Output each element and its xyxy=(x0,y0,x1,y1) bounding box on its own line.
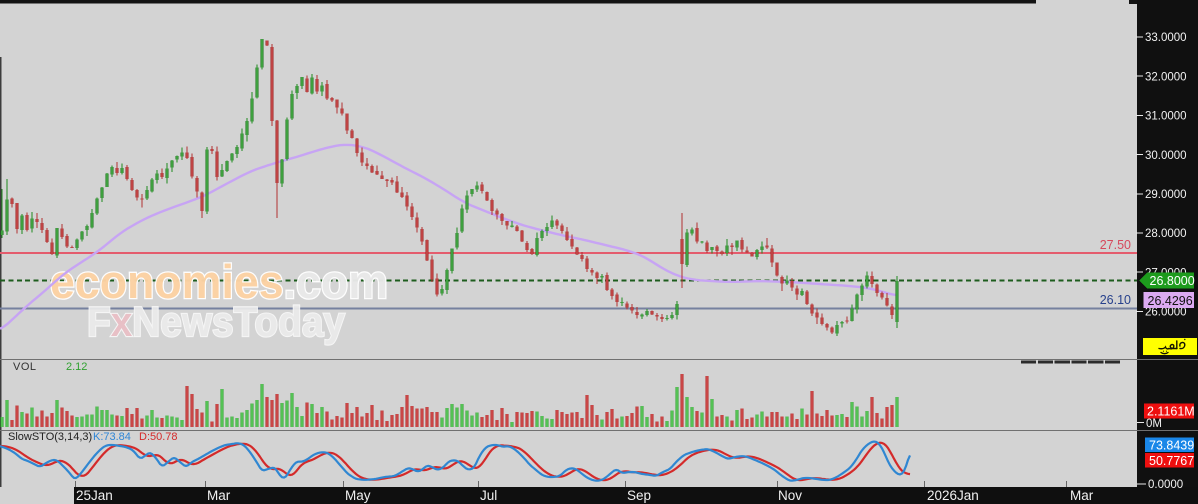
svg-text:27.50: 27.50 xyxy=(1100,238,1131,252)
svg-text:0.0000: 0.0000 xyxy=(1148,479,1183,491)
svg-text:26.4296: 26.4296 xyxy=(1148,294,1193,308)
svg-text:31.0000: 31.0000 xyxy=(1145,111,1187,123)
svg-text:30.0000: 30.0000 xyxy=(1145,150,1187,162)
svg-text:26.8000: 26.8000 xyxy=(1150,274,1195,288)
svg-text:Sep: Sep xyxy=(627,488,651,503)
svg-text:K:73.84: K:73.84 xyxy=(93,431,131,443)
svg-text:29.0000: 29.0000 xyxy=(1145,189,1187,201)
svg-text:33.0000: 33.0000 xyxy=(1145,32,1187,44)
svg-text:32.0000: 32.0000 xyxy=(1145,71,1187,83)
svg-text:50.7767: 50.7767 xyxy=(1149,454,1194,468)
svg-text:28.0000: 28.0000 xyxy=(1145,228,1187,240)
svg-text:2.12: 2.12 xyxy=(66,361,87,373)
svg-text:2.1161M: 2.1161M xyxy=(1147,405,1195,419)
svg-text:Mar: Mar xyxy=(1070,488,1094,503)
svg-text:2026Jan: 2026Jan xyxy=(927,488,979,503)
svg-text:SlowSTO(3,14,3): SlowSTO(3,14,3) xyxy=(8,431,92,443)
svg-text:25Jan: 25Jan xyxy=(76,488,113,503)
svg-text:73.8439: 73.8439 xyxy=(1149,439,1194,453)
svg-text:26.10: 26.10 xyxy=(1100,293,1131,307)
svg-text:FxNewsToday: FxNewsToday xyxy=(87,298,346,345)
svg-text:D:50.78: D:50.78 xyxy=(139,431,178,443)
svg-text:May: May xyxy=(345,488,371,503)
svg-text:Jul: Jul xyxy=(480,488,497,503)
svg-text:26.0000: 26.0000 xyxy=(1145,307,1187,319)
svg-text:0M: 0M xyxy=(1146,418,1162,430)
svg-text:economies.com: economies.com xyxy=(50,255,388,308)
svg-text:Nov: Nov xyxy=(778,488,802,503)
svg-text:Mar: Mar xyxy=(207,488,231,503)
svg-text:VOL: VOL xyxy=(13,361,37,373)
